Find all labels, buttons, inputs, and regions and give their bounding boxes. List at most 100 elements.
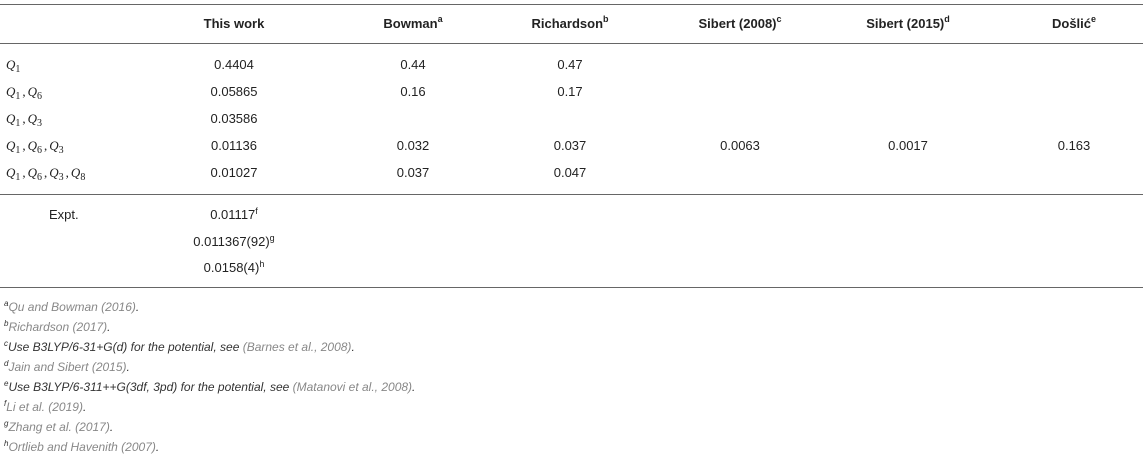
row-label: Q1, Q6, Q3 [6,138,64,156]
footnote-reference-link[interactable]: Jain and Sibert (2015) [8,360,127,374]
footnote-text: Use B3LYP/6-31+G(d) for the potential, s… [8,340,243,354]
q-symbol: Q [6,165,16,180]
cell-doslic: 0.163 [1057,138,1091,153]
footnote-text: Use B3LYP/6-311++G(3df, 3pd) for the pot… [8,380,293,394]
q-subscript: 8 [80,172,86,183]
q-symbol: Q [6,84,16,99]
section-rule [0,194,1143,195]
expt-value-2: 0.011367(92)g [193,233,275,250]
footnote-tail: . [412,380,416,394]
cell-richardson: 0.037 [553,138,587,153]
label-separator: , [22,84,26,99]
row-label: Q1 [6,57,21,75]
footnote-tail: . [107,320,111,334]
footnote-reference-link[interactable]: Li et al. (2019) [6,400,83,414]
q-symbol: Q [27,84,38,99]
expt-label: Expt. [49,207,79,222]
footnote: fLi et al. (2019). [4,399,87,415]
q-subscript: 3 [58,172,64,183]
header-doslic: Došliće [1051,14,1097,32]
q-subscript: 1 [15,64,21,75]
footnote: dJain and Sibert (2015). [4,359,130,375]
footnote: hOrtlieb and Havenith (2007). [4,439,160,455]
row-label: Q1, Q6 [6,84,43,102]
footnote-mark: b [4,319,9,328]
cell-bowman: 0.44 [400,57,426,72]
q-subscript: 6 [37,145,43,156]
q-subscript: 1 [15,145,21,156]
footnote: aQu and Bowman (2016). [4,299,140,315]
label-separator: , [22,165,26,180]
cell-richardson: 0.17 [557,84,583,99]
q-symbol: Q [6,111,16,126]
label-separator: , [44,138,48,153]
header-sibert-2015: Sibert (2015)d [866,14,950,32]
footnote-reference-link[interactable]: (Matanovi et al., 2008) [292,380,413,394]
q-subscript: 6 [37,172,43,183]
footnote-reference-link[interactable]: Ortlieb and Havenith (2007) [8,440,156,454]
q-symbol: Q [70,165,81,180]
header-this-work: This work [203,16,265,31]
footnote-reference-link[interactable]: Richardson (2017) [8,320,108,334]
cell-this-work: 0.03586 [210,111,258,126]
footnote-mark: a [4,299,9,308]
footnote-mark: h [4,439,9,448]
footnote-tail: . [351,340,355,354]
q-symbol: Q [27,111,38,126]
bottom-rule [0,287,1143,288]
cell-richardson: 0.47 [557,57,583,72]
footnote-mark: e [4,379,9,388]
header-bowman: Bowmana [383,14,443,32]
q-subscript: 1 [15,172,21,183]
footnote-mark: g [4,419,9,428]
footnote: bRichardson (2017). [4,319,111,335]
footnote-tail: . [109,420,114,434]
header-rule [0,43,1143,44]
cell-bowman: 0.037 [396,165,430,180]
footnote-tail: . [82,400,87,414]
q-symbol: Q [49,138,59,153]
cell-sibert2008: 0.0063 [720,138,760,153]
row-label: Q1, Q3 [6,111,43,129]
header-richardson: Richardsonb [531,14,609,32]
footnote-tail: . [126,360,130,374]
label-separator: , [22,138,26,153]
label-separator: , [22,111,26,126]
cell-this-work: 0.01027 [210,165,258,180]
cell-this-work: 0.01136 [210,138,258,153]
q-subscript: 1 [15,91,21,102]
footnote: eUse B3LYP/6-311++G(3df, 3pd) for the po… [4,379,416,395]
cell-this-work: 0.4404 [214,57,254,72]
label-separator: , [44,165,48,180]
q-symbol: Q [27,165,38,180]
cell-sibert2015: 0.0017 [888,138,928,153]
header-sibert-2008: Sibert (2008)c [698,14,782,32]
q-subscript: 6 [37,91,43,102]
footnote-reference-link[interactable]: (Barnes et al., 2008) [242,340,352,354]
q-symbol: Q [6,138,16,153]
q-subscript: 3 [58,145,64,156]
footnote: gZhang et al. (2017). [4,419,114,435]
footnote-mark: d [4,359,9,368]
cell-this-work: 0.05865 [210,84,258,99]
label-separator: , [65,165,69,180]
q-symbol: Q [6,57,16,72]
q-subscript: 1 [15,118,21,129]
q-subscript: 3 [37,118,43,129]
q-symbol: Q [27,138,38,153]
footnote-tail: . [135,300,140,314]
expt-value-1: 0.01117f [210,206,258,223]
q-symbol: Q [49,165,59,180]
cell-richardson: 0.047 [553,165,587,180]
top-rule [0,4,1143,5]
expt-value-3: 0.0158(4)h [203,259,265,276]
cell-bowman: 0.032 [396,138,430,153]
footnote-mark: c [4,339,8,348]
footnote-tail: . [155,440,160,454]
row-label: Q1, Q6, Q3, Q8 [6,165,86,183]
footnote-reference-link[interactable]: Zhang et al. (2017) [8,420,110,434]
cell-bowman: 0.16 [400,84,426,99]
footnote-reference-link[interactable]: Qu and Bowman (2016) [8,300,136,314]
footnote-mark: f [4,399,7,408]
footnote: cUse B3LYP/6-31+G(d) for the potential, … [4,339,355,355]
